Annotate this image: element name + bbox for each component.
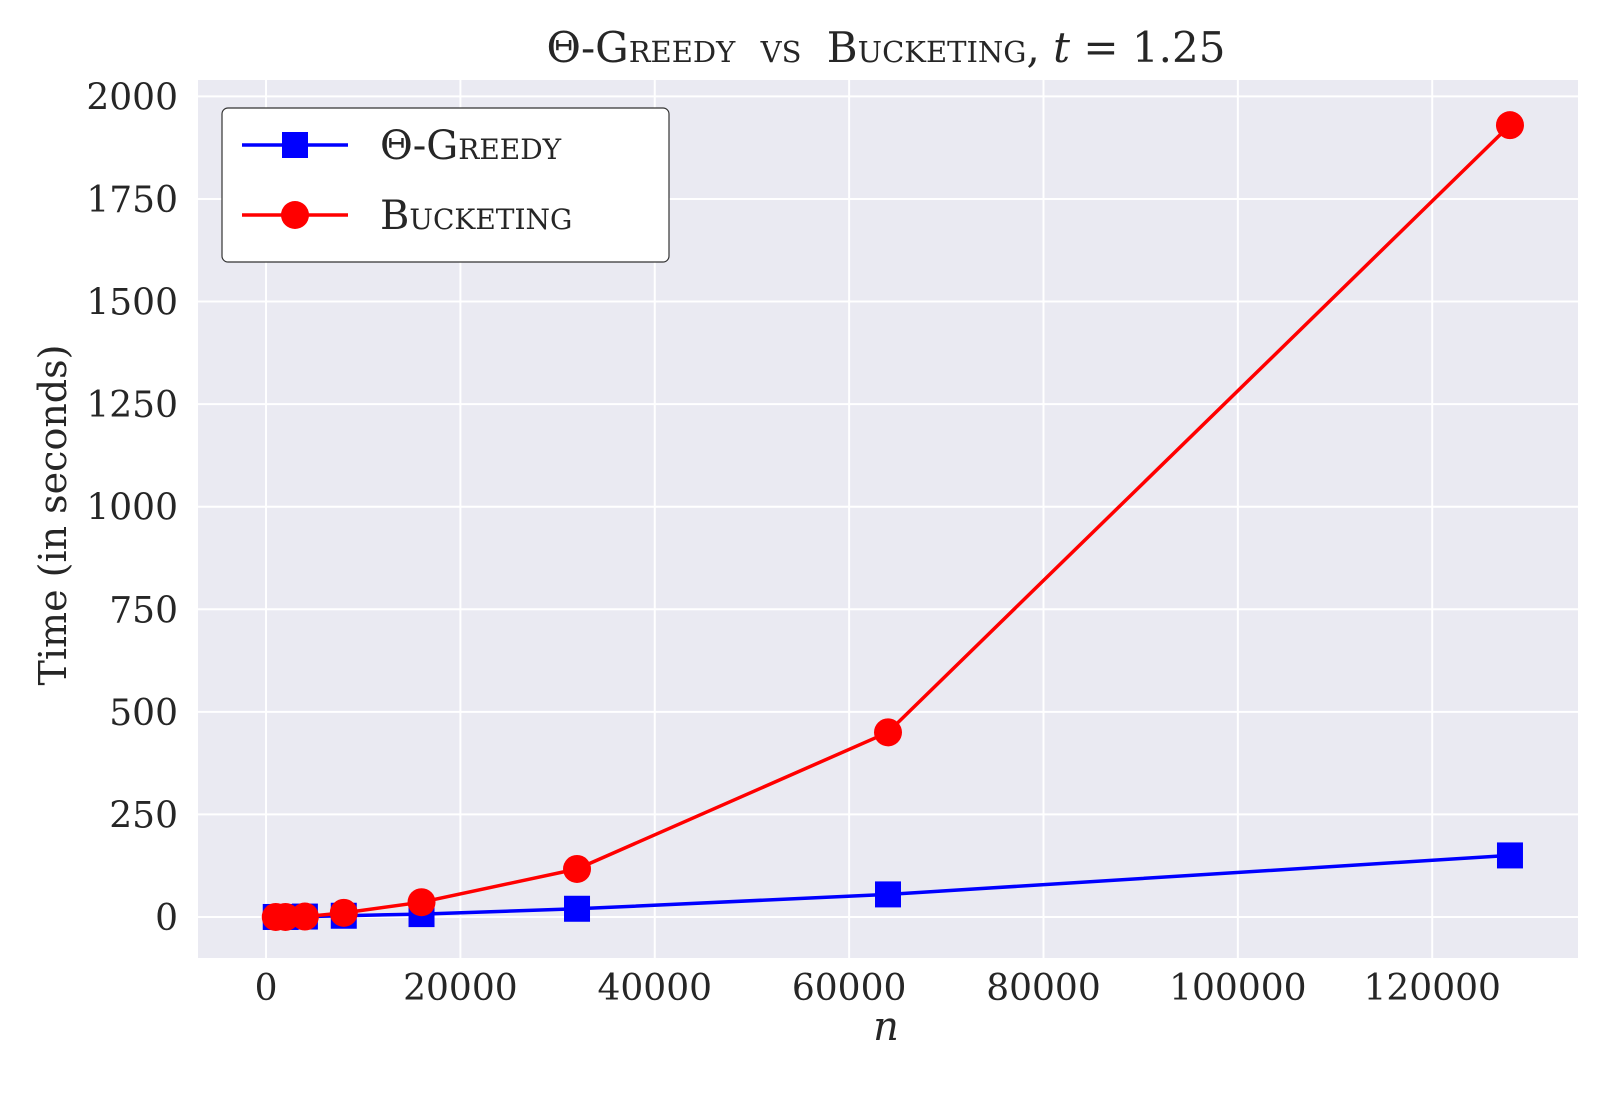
legend-entry-bucketing: Bucketing [242,193,572,239]
y-tick-label: 0 [155,898,178,939]
x-axis-ticks: 0 20000 40000 60000 80000 100000 120000 [255,968,1501,1009]
y-tick-label: 750 [109,590,178,631]
data-point-bucketing [1495,111,1524,140]
legend-square-marker [282,132,308,158]
legend-entry-theta-greedy: Θ-Greedy [242,123,562,169]
legend-circle-marker [281,201,309,229]
legend-label-bucketing: Bucketing [380,193,572,239]
legend: Θ-Greedy Bucketing [221,107,670,263]
x-tick-label: 120000 [1364,968,1501,1009]
x-tick-label: 40000 [597,968,712,1009]
data-point-bucketing [329,898,358,927]
data-point-bucketing [563,854,592,883]
x-tick-label: 0 [255,968,278,1009]
data-point-greedy [564,895,591,922]
data-point-bucketing [407,888,436,917]
y-tick-label: 500 [109,693,178,734]
x-axis-label: n [873,1004,899,1050]
y-tick-label: 1250 [86,385,178,426]
grid-lines [198,80,1578,958]
y-tick-label: 1000 [86,488,178,529]
x-tick-label: 100000 [1169,968,1306,1009]
data-point-bucketing [874,718,902,747]
chart-title: Θ-Greedy vs Bucketing, t = 1.25 [547,23,1226,72]
legend-label-theta-greedy: Θ-Greedy [380,123,562,169]
data-point-bucketing [271,902,300,931]
series-layer [261,111,1524,931]
data-point-greedy [1496,842,1523,869]
y-axis-label: Time (in seconds) [31,345,75,686]
y-tick-label: 2000 [86,77,178,118]
y-tick-label: 250 [109,795,178,836]
y-tick-label: 1750 [86,180,178,221]
x-tick-label: 60000 [792,968,907,1009]
y-axis-ticks: 0 250 500 750 1000 1250 1500 1750 2000 [86,77,178,939]
x-tick-label: 80000 [986,968,1101,1009]
y-tick-label: 1500 [86,283,178,324]
x-tick-label: 20000 [403,968,518,1009]
data-point-bucketing [290,902,319,931]
data-point-greedy [875,881,901,908]
series-bucketing [261,111,1524,931]
